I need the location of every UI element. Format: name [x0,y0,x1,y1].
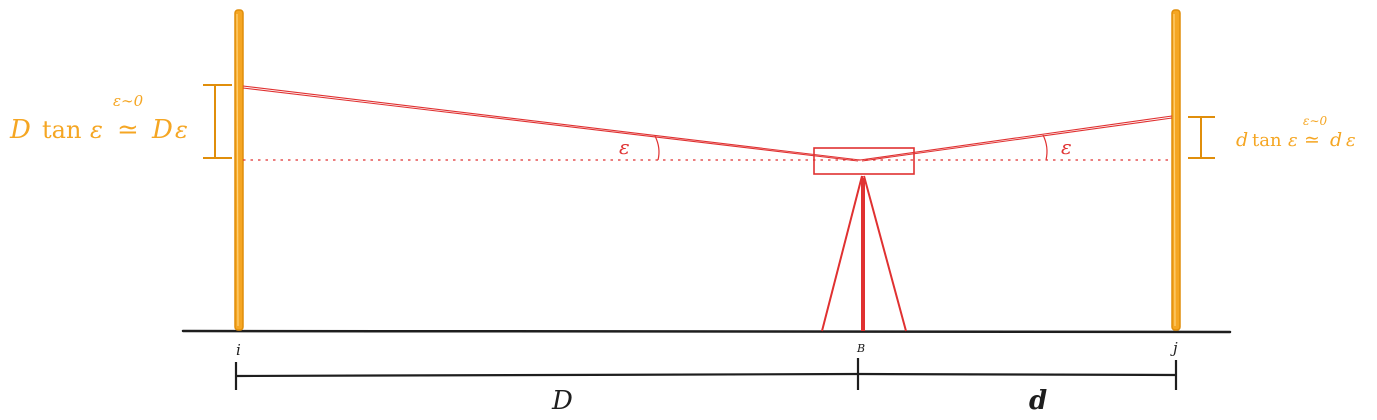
point-j-label: j [1170,339,1178,357]
left-formula-eps: ε [90,116,103,144]
right-error-bracket [1188,116,1215,159]
point-B-label: B [856,342,865,355]
left-formula-sup: ε∼0 [113,92,144,110]
left-error-bracket [203,84,232,159]
right-formula-sup: ε∼0 [1303,114,1327,128]
distance-D-dimension [234,358,860,390]
distance-D-label: D [551,386,573,416]
right-formula-var: d [1236,129,1248,151]
right-formula-approx: ≃ [1304,129,1320,151]
distance-d-dimension [857,360,1178,390]
right-formula-result-eps: ε [1346,130,1356,151]
left-angle-arc [654,135,660,161]
distance-d-label: d [1029,386,1047,416]
left-staff [234,9,244,331]
left-sight-line [242,85,861,162]
right-staff [1171,9,1181,331]
left-formula-var: D [9,115,31,145]
right-formula-func: tan [1252,130,1282,151]
level-instrument [813,147,915,175]
right-sight-line [859,115,1173,162]
point-i-label: i [236,341,241,359]
tripod [821,175,907,332]
left-formula-func: tan [42,116,81,144]
left-formula-result-var: D [151,115,173,145]
ground-line [181,329,1232,334]
left-error-formula: D tan ε ε∼0 ≃ D ε [9,92,188,145]
right-formula-result-var: d [1330,129,1342,151]
right-formula-eps: ε [1288,130,1298,151]
right-angle-label: ε [1061,135,1072,159]
right-angle-arc [1042,134,1048,161]
left-angle-label: ε [619,135,630,159]
left-formula-result-eps: ε [175,116,188,144]
right-error-formula: d tan ε ε∼0 ≃ d ε [1236,114,1356,151]
left-formula-approx: ≃ [117,115,139,145]
